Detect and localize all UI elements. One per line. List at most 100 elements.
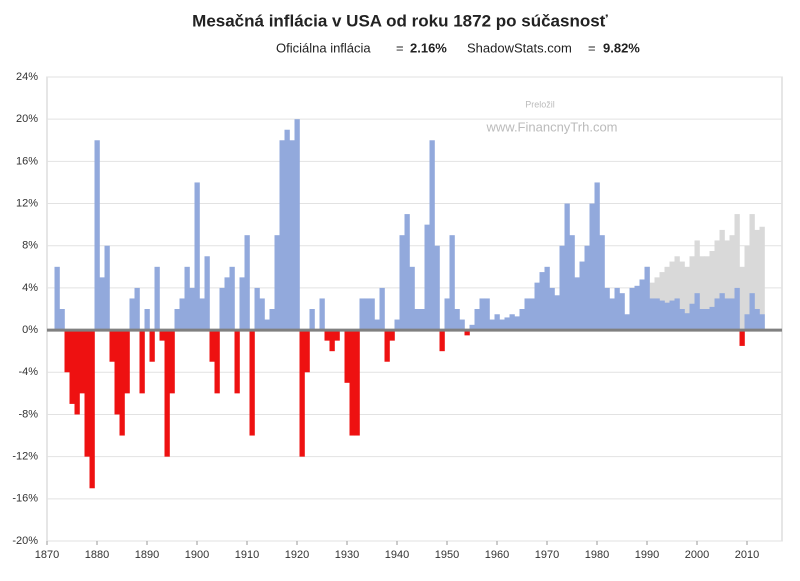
area-segment [694,293,700,331]
area-segment [489,319,495,331]
area-segment [264,319,270,331]
area-segment [594,182,600,331]
x-tick-label: 1900 [185,549,209,561]
area-segment [274,235,280,331]
area-segment [559,245,565,331]
area-segment [409,266,415,331]
area-segment [394,319,400,331]
area-segment [94,140,100,331]
area-segment [224,277,230,331]
area-segment [174,309,180,331]
area-segment [549,287,555,331]
area-segment [164,330,170,457]
area-segment [679,309,685,331]
area-segment [279,140,285,331]
y-tick-label: -20% [12,535,38,547]
area-segment [604,287,610,331]
x-tick-label: 1940 [385,549,409,561]
area-segment [239,277,245,331]
area-segment [189,287,195,331]
area-segment [229,266,235,331]
area-segment [664,302,670,331]
area-segment [209,330,215,362]
area-segment [674,298,680,331]
area-segment [724,240,730,331]
area-segment [244,235,250,331]
area-segment [699,309,705,331]
area-segment [149,330,155,362]
area-segment [749,293,755,331]
area-segment [704,256,710,331]
area-segment [584,245,590,331]
area-segment [169,330,175,394]
area-segment [64,330,70,373]
area-segment [424,224,430,331]
area-segment [694,240,700,331]
area-segment [719,229,725,331]
legend-value: 2.16% [410,40,447,55]
area-segment [419,309,425,331]
x-tick-label: 2010 [735,549,759,561]
area-segment [299,330,305,457]
area-segment [459,319,465,331]
area-segment [114,330,120,415]
area-segment [484,298,490,331]
area-segment [384,330,390,362]
y-tick-label: 0% [22,324,38,336]
area-segment [634,285,640,331]
area-segment [309,309,315,331]
area-segment [329,330,335,352]
area-segment [204,256,210,331]
y-tick-label: 24% [16,71,38,83]
area-segment [119,330,125,436]
area-segment [154,266,160,331]
area-segment [554,295,560,331]
annotation: Preložil [525,99,555,109]
area-segment [669,300,675,331]
area-segment [454,309,460,331]
area-segment [319,298,325,331]
area-segment [749,214,755,331]
area-segment [744,245,750,331]
area-segment [379,287,385,331]
area-segment [284,129,290,331]
y-tick-label: -4% [18,366,38,378]
area-segment [624,314,630,331]
area-segment [199,298,205,331]
x-tick-label: 1960 [485,549,509,561]
area-segment [289,140,295,331]
area-segment [734,287,740,331]
area-segment [739,330,745,346]
area-segment [609,298,615,331]
area-segment [514,316,520,331]
area-segment [369,298,375,331]
area-segment [389,330,395,341]
area-segment [479,298,485,331]
area-segment [129,298,135,331]
area-segment [349,330,355,436]
x-tick-label: 1930 [335,549,359,561]
area-segment [519,309,525,331]
x-tick-label: 1870 [35,549,59,561]
area-segment [434,245,440,331]
area-segment [249,330,255,436]
area-segment [729,235,735,331]
area-segment [544,266,550,331]
area-segment [99,277,105,331]
y-tick-label: 20% [16,113,38,125]
x-tick-label: 1890 [135,549,159,561]
area-segment [664,266,670,331]
y-tick-label: 8% [22,240,38,252]
area-segment [344,330,350,383]
area-segment [739,266,745,331]
area-segment [449,235,455,331]
area-segment [629,287,635,331]
area-segment [684,266,690,331]
area-segment [429,140,435,331]
area-segment [754,229,760,331]
legend-equals: = [396,40,404,55]
area-segment [684,313,690,331]
annotation: www.FinancnyTrh.com [486,119,618,134]
area-segment [704,309,710,331]
area-segment [69,330,75,404]
